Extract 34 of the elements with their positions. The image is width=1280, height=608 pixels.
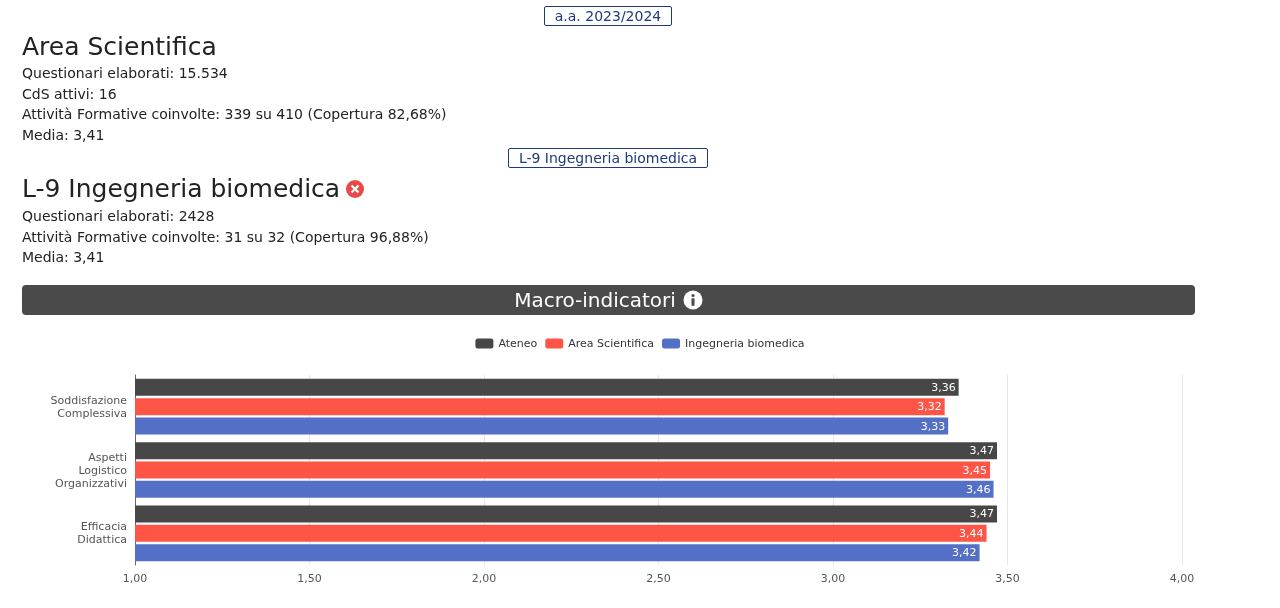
text: CdS attivi: 16 [22,85,117,102]
x-tick-label: 4,00 [1169,572,1195,585]
data-label: 3,36 [931,380,956,394]
text: Attività Formative coinvolte: 339 su 410 (Copertura 82,68%) [22,106,447,122]
data-label: 3,47 [969,507,995,521]
legend-label: Ateneo [498,337,538,350]
data-label: 3,33 [920,419,946,433]
data-label: 3,42 [952,546,977,560]
text: Media: 3,41 [22,249,105,265]
x-tick-label: 3,00 [820,572,846,585]
data-label: 3,47 [969,444,995,458]
text: Media: 3,41 [22,126,105,143]
legend-label: Area Scientifica [568,337,655,350]
chart-title: Macro-indicatori [514,288,676,312]
data-label: 3,44 [959,526,984,540]
x-tick-label: 1,00 [122,572,148,585]
text: L-9 Ingegneria biomedica [22,174,341,203]
y-tick-label: Aspetti Logistico Organizzativi [55,450,128,490]
x-tick-label: 2,50 [646,572,671,585]
text: Questionari elaborati: 2428 [22,208,215,224]
x-tick-label: 2,00 [471,572,497,585]
y-tick-label: Soddisfazione Complessiva [50,393,128,420]
text: Area Scientifica [22,32,217,61]
x-tick-label: 1,50 [297,572,322,585]
x-tick-label: 3,50 [995,572,1020,585]
data-label: 3,46 [966,482,991,496]
text: L-9 Ingegneria biomedica [507,148,709,168]
y-tick-label: Efficacia Didattica [77,520,127,547]
data-label: 3,45 [962,463,988,477]
text: Attività Formative coinvolte: 31 su 32 (Copertura 96,88%) [22,228,429,245]
text: Questionari elaborati: 15.534 [22,65,228,81]
legend-label: Ingegneria biomedica [685,337,805,350]
data-label: 3,32 [917,400,942,414]
text: a.a. 2023/2024 [543,6,673,26]
